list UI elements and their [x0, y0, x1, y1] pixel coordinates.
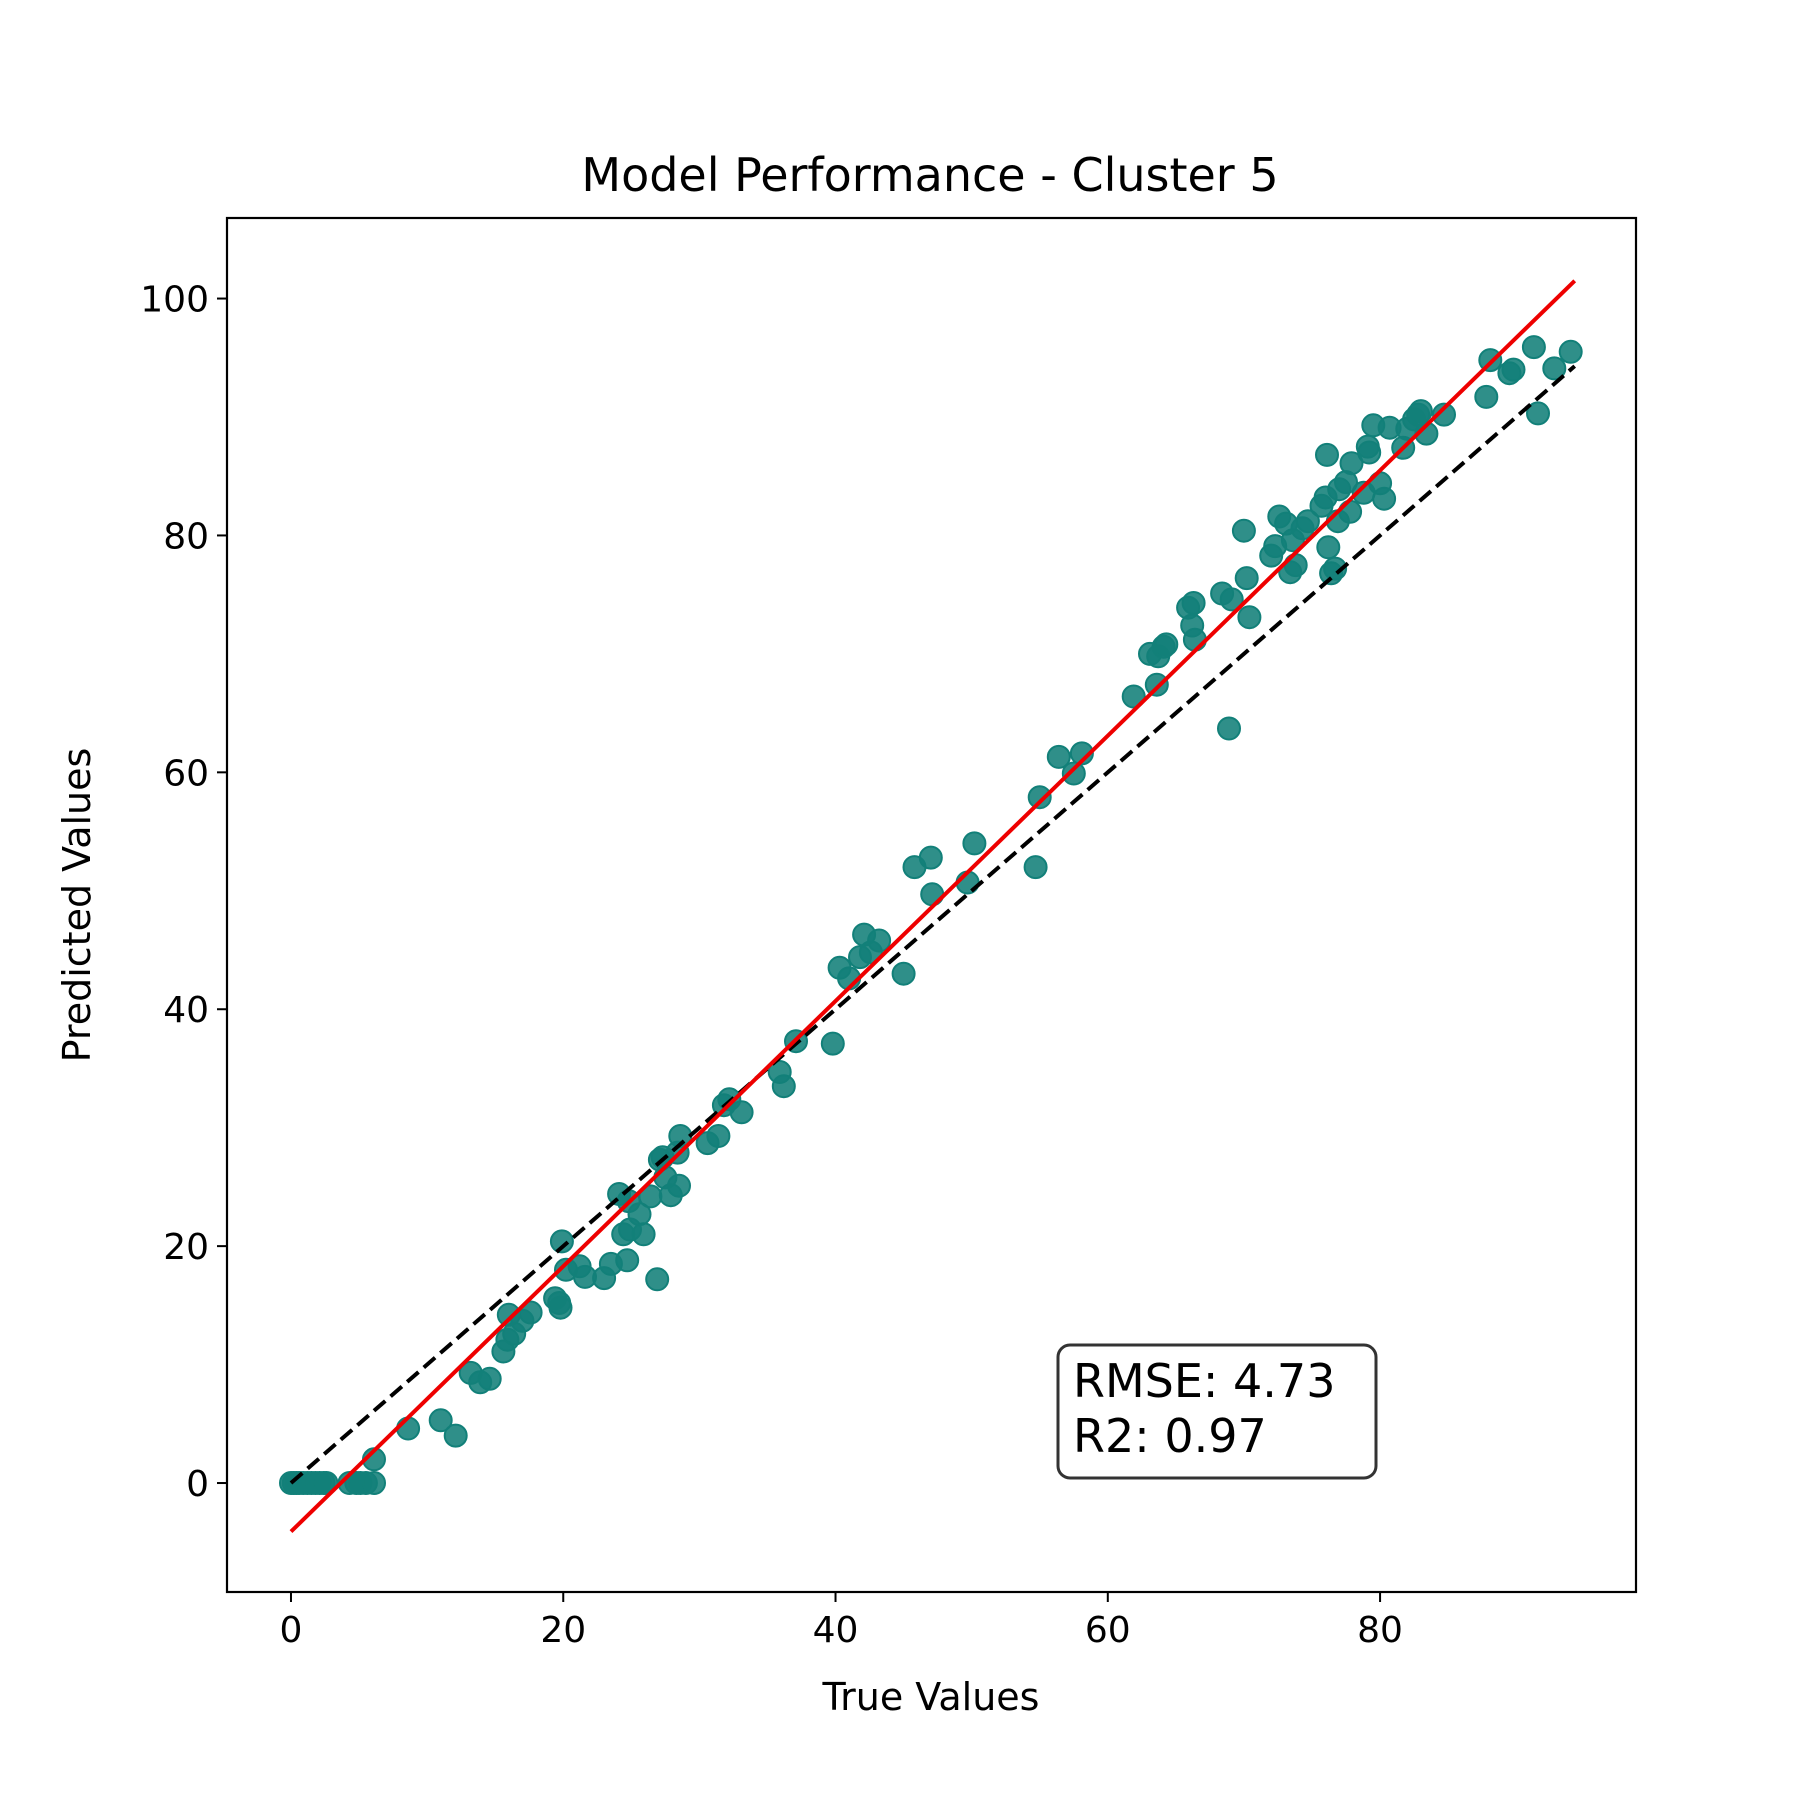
data-point: [1542, 356, 1567, 381]
y-tick-label: 40: [163, 990, 209, 1031]
ideal-reference-line: [289, 364, 1577, 1485]
data-point: [1181, 591, 1206, 615]
data-point: [1432, 402, 1456, 427]
data-point: [1338, 499, 1363, 524]
data-point: [1231, 518, 1256, 543]
x-tick-label: 60: [1085, 1610, 1131, 1651]
plot-area-frame: [225, 216, 1638, 1594]
data-point: [771, 1074, 796, 1099]
data-point: [477, 1366, 502, 1391]
data-point: [1069, 741, 1094, 766]
data-point: [1219, 587, 1244, 612]
data-point: [1315, 442, 1339, 467]
x-tick-label: 80: [1357, 1610, 1403, 1651]
x-axis-label: True Values: [822, 1675, 1040, 1719]
data-point: [1474, 384, 1499, 409]
chart-title: Model Performance - Cluster 5: [581, 148, 1278, 202]
tick-layer: 0 20 40 60 80 0 20 40 60 80 100: [140, 280, 1403, 1651]
metrics-r2: R2: 0.97: [1073, 1409, 1267, 1463]
fit-line: [289, 279, 1577, 1534]
data-point: [867, 928, 892, 953]
y-tick-label: 60: [163, 753, 209, 794]
data-point: [518, 1300, 543, 1325]
data-point: [1339, 451, 1364, 476]
data-point: [396, 1416, 421, 1441]
data-point: [667, 1173, 691, 1198]
data-point: [1501, 357, 1526, 382]
data-point: [1144, 672, 1169, 697]
data-point: [428, 1408, 453, 1433]
data-point: [549, 1229, 574, 1254]
data-point: [1478, 348, 1503, 373]
data-point: [615, 1248, 640, 1273]
data-point: [314, 1471, 339, 1495]
y-tick-label: 20: [163, 1227, 209, 1268]
data-point: [1526, 401, 1550, 426]
data-point: [1323, 556, 1348, 581]
data-point: [729, 1100, 754, 1125]
metrics-box: [1056, 1343, 1378, 1480]
data-point: [1217, 716, 1241, 741]
data-point: [631, 1222, 656, 1247]
data-point: [645, 1267, 670, 1292]
y-axis-label: Predicted Values: [55, 748, 99, 1063]
x-tick-label: 20: [540, 1610, 586, 1651]
data-point: [548, 1295, 573, 1320]
x-tick-label: 40: [813, 1610, 859, 1651]
data-point: [1408, 399, 1433, 424]
data-point: [1182, 627, 1207, 652]
data-point: [1237, 605, 1262, 630]
data-point: [1121, 684, 1146, 709]
data-point: [1234, 566, 1259, 591]
y-tick-label: 100: [140, 280, 209, 321]
data-point: [1023, 855, 1048, 880]
data-point: [1521, 335, 1546, 360]
x-tick-label: 0: [280, 1610, 303, 1651]
data-point: [443, 1423, 468, 1448]
data-point: [1154, 632, 1179, 657]
data-point: [1295, 509, 1320, 534]
data-point: [1357, 440, 1382, 465]
data-point: [820, 1031, 845, 1056]
data-point: [962, 831, 987, 856]
data-point: [362, 1471, 386, 1495]
data-point: [1046, 744, 1071, 769]
data-point: [1558, 339, 1583, 364]
metrics-annotation: RMSE: 4.73 R2: 0.97: [1056, 1343, 1378, 1480]
data-point: [1372, 486, 1397, 511]
series-layer: [279, 279, 1583, 1534]
data-point: [891, 961, 916, 986]
y-tick-label: 80: [163, 516, 209, 557]
data-point: [1061, 761, 1086, 786]
data-point: [1316, 535, 1341, 560]
metrics-rmse: RMSE: 4.73: [1073, 1354, 1335, 1408]
data-point: [1027, 785, 1052, 810]
data-point: [918, 845, 943, 870]
y-tick-label: 0: [186, 1464, 209, 1505]
data-point: [706, 1124, 731, 1148]
